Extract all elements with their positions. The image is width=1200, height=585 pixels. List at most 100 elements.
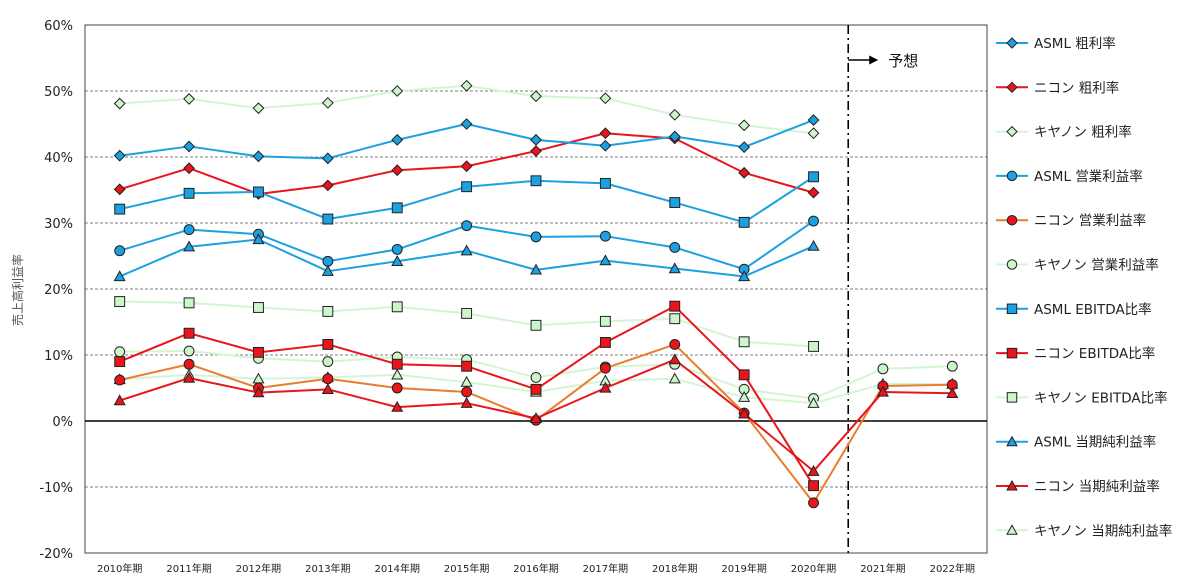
legend-item-9: キヤノン EBITDA比率 xyxy=(996,389,1168,406)
data-point xyxy=(322,373,334,385)
data-point xyxy=(530,372,542,383)
legend-item-2: ニコン 粗利率 xyxy=(996,79,1119,96)
data-point xyxy=(461,386,473,398)
data-point xyxy=(669,197,681,208)
data-point xyxy=(877,363,889,375)
legend-item-7: ASML EBITDA比率 xyxy=(996,301,1152,318)
data-point xyxy=(808,497,819,509)
legend-marker xyxy=(1006,392,1018,403)
data-point xyxy=(461,360,473,372)
data-point xyxy=(738,391,751,402)
y-tick-label: 10% xyxy=(44,349,73,364)
data-point xyxy=(113,270,126,282)
data-point xyxy=(321,264,334,276)
data-point xyxy=(669,339,681,350)
series-4 xyxy=(114,215,819,275)
data-point xyxy=(391,255,404,266)
legend-marker xyxy=(1006,303,1018,315)
data-point xyxy=(322,356,334,368)
data-point xyxy=(530,90,542,103)
legend-label: ASML 粗利率 xyxy=(1034,35,1116,52)
data-point xyxy=(183,187,195,199)
legend-item-11: ニコン 当期純利益率 xyxy=(996,478,1160,495)
data-point xyxy=(252,102,265,115)
data-point xyxy=(322,213,334,225)
data-point xyxy=(253,186,264,198)
series-3 xyxy=(113,79,820,140)
data-point xyxy=(529,412,543,424)
data-point xyxy=(668,130,681,143)
data-point xyxy=(252,150,265,163)
forecast-arrowhead-icon xyxy=(869,55,879,65)
data-point xyxy=(669,313,681,325)
data-point xyxy=(321,383,334,394)
y-tick-label: -10% xyxy=(39,481,73,496)
data-point xyxy=(114,356,126,368)
data-point xyxy=(183,358,195,370)
data-point xyxy=(669,241,681,253)
data-point xyxy=(808,171,819,183)
data-point xyxy=(114,296,126,307)
data-point xyxy=(183,162,195,175)
y-tick-label: 60% xyxy=(44,19,73,34)
x-tick-labels: 2010年期 2011年期 2012年期 2013年期 2014年期 2015年期 2016… xyxy=(97,562,975,575)
data-point xyxy=(391,202,403,214)
data-point xyxy=(529,263,543,275)
data-point xyxy=(391,400,404,412)
data-point xyxy=(669,300,681,312)
data-point xyxy=(113,183,126,196)
y-tick-label: 30% xyxy=(44,217,73,232)
data-point xyxy=(321,179,334,192)
series-8 xyxy=(114,300,819,492)
y-tick-label: 0% xyxy=(52,415,73,430)
legend-marker xyxy=(1006,37,1018,49)
data-point xyxy=(183,140,195,153)
legend-marker xyxy=(1006,170,1018,182)
data-point xyxy=(946,387,959,398)
data-point xyxy=(183,240,196,252)
data-point xyxy=(391,164,404,177)
x-tick-label: 2019年期 xyxy=(721,562,766,575)
data-point xyxy=(738,119,751,132)
y-tick-labels: -20% -10% 0% 10% 20% 30% 40% 50% 60% xyxy=(39,19,73,562)
data-point xyxy=(391,382,403,394)
data-point xyxy=(114,374,126,386)
data-point xyxy=(530,145,542,157)
data-point xyxy=(807,127,820,140)
data-point xyxy=(391,358,403,370)
series-1 xyxy=(113,114,820,165)
x-tick-label: 2015年期 xyxy=(444,562,489,575)
data-point xyxy=(460,244,473,256)
legend-marker xyxy=(1006,347,1018,359)
legend-marker xyxy=(1006,125,1018,138)
legend-marker xyxy=(1006,479,1018,491)
legend-item-10: ASML 当期純利益率 xyxy=(996,434,1156,451)
legend-label: キヤノン EBITDA比率 xyxy=(1034,389,1168,406)
series-10 xyxy=(113,233,820,282)
data-point xyxy=(599,127,612,140)
legend-marker xyxy=(1006,81,1018,94)
legend-label: ニコン EBITDA比率 xyxy=(1034,345,1155,362)
data-point xyxy=(391,301,403,313)
data-point xyxy=(114,346,126,358)
legend-label: ASML EBITDA比率 xyxy=(1034,301,1152,318)
series-layer xyxy=(113,79,959,509)
data-point xyxy=(461,220,473,232)
data-point xyxy=(599,254,612,266)
data-point xyxy=(599,381,612,393)
y-axis-label: 売上高利益率 xyxy=(10,254,25,326)
legend-label: ASML 営業利益率 xyxy=(1034,168,1143,185)
data-point xyxy=(322,339,334,350)
data-point xyxy=(599,139,612,152)
data-point xyxy=(807,114,820,126)
data-point xyxy=(738,369,750,381)
plot-area-frame xyxy=(84,24,988,554)
data-point xyxy=(738,407,751,419)
data-point xyxy=(807,239,820,251)
data-point xyxy=(876,385,889,397)
forecast-label: 予想 xyxy=(888,52,918,70)
data-point xyxy=(113,394,126,406)
legend-item-12: キヤノン 当期純利益率 xyxy=(996,522,1172,539)
